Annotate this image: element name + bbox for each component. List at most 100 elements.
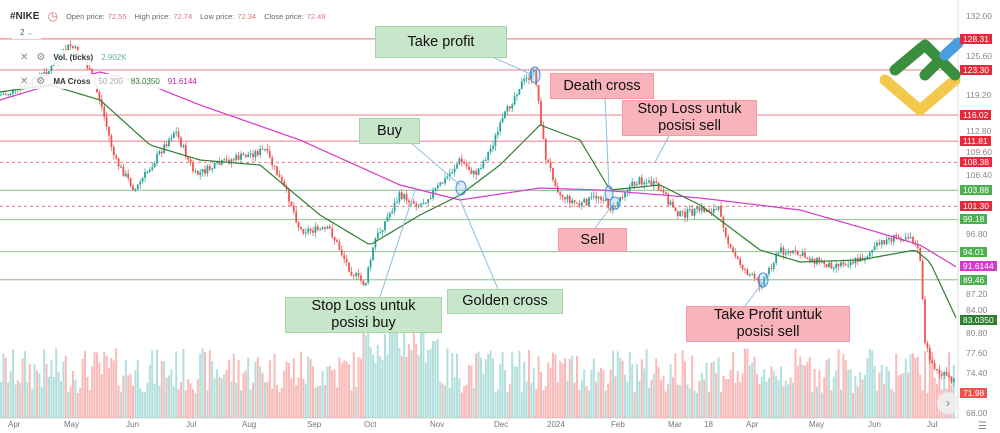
candle	[943, 372, 946, 376]
candle	[415, 203, 418, 207]
candle	[698, 207, 701, 211]
volume-bar	[292, 358, 295, 418]
candle	[736, 256, 739, 260]
volume-bar	[736, 370, 739, 418]
candle	[897, 236, 900, 238]
volume-bar	[499, 364, 502, 418]
close-value: 72.49	[306, 11, 326, 21]
candle	[444, 178, 446, 184]
candle	[211, 168, 214, 170]
time-tick: Jul	[927, 420, 938, 429]
volume-bar	[220, 378, 223, 418]
volume-bar	[902, 372, 905, 418]
candle	[446, 176, 449, 179]
candle	[182, 145, 185, 147]
volume-bar	[331, 370, 334, 418]
volume-bar	[127, 375, 130, 418]
candle	[952, 378, 955, 382]
candle	[201, 169, 204, 173]
volume-bar	[626, 381, 629, 418]
close-icon[interactable]: ✕	[20, 52, 29, 63]
volume-bar	[184, 390, 187, 418]
volume-bar	[410, 349, 413, 418]
candle	[672, 201, 674, 208]
price-tick: 68.00	[966, 408, 988, 418]
volume-bar	[134, 370, 137, 418]
volume-bar	[799, 356, 802, 418]
candle	[708, 209, 710, 212]
candle	[828, 262, 830, 268]
connector-golden-cross	[457, 194, 499, 290]
volume-bar	[796, 365, 799, 418]
volume-bar	[273, 353, 276, 418]
clock-icon[interactable]: ◷	[47, 9, 58, 23]
volume-bar	[12, 349, 14, 418]
candle	[456, 164, 458, 169]
candle	[417, 205, 420, 207]
candle	[777, 252, 780, 254]
volume-bar	[295, 385, 298, 418]
candle	[792, 250, 794, 254]
candle	[873, 246, 876, 251]
candle	[912, 236, 914, 244]
candle	[369, 260, 372, 268]
volume-bar	[364, 335, 367, 418]
candle	[108, 126, 110, 136]
symbol-header: #NIKE ◷ Open price: 72.55 High price: 72.7…	[10, 9, 326, 23]
scroll-right-button[interactable]: ›	[937, 392, 959, 414]
volume-bar	[139, 388, 142, 418]
close-icon[interactable]: ✕	[20, 76, 29, 87]
volume-bar	[540, 372, 542, 418]
candle	[823, 260, 826, 265]
candle	[422, 203, 425, 205]
candle	[796, 250, 799, 255]
volume-bar	[888, 371, 890, 418]
candle	[336, 240, 338, 242]
ma-slow-value: 91.6144	[167, 77, 197, 86]
volume-bar	[120, 392, 122, 418]
candle	[852, 261, 854, 264]
time-tick: Nov	[430, 420, 445, 429]
volume-bar	[662, 375, 665, 418]
candle	[780, 247, 782, 253]
volume-bar	[561, 363, 564, 418]
price-tick: 87.20	[966, 289, 988, 299]
volume-bar	[189, 383, 192, 418]
volume-bar	[115, 348, 118, 418]
volume-bar	[225, 369, 228, 418]
volume-bar	[691, 355, 694, 418]
volume-bar	[482, 373, 485, 418]
volume-bar	[91, 365, 94, 418]
volume-bar	[391, 330, 394, 418]
candle	[573, 200, 576, 203]
volume-bar	[165, 377, 168, 418]
volume-bar	[720, 392, 722, 418]
candle	[88, 68, 91, 70]
volume-bar	[158, 385, 161, 418]
candle	[98, 92, 101, 100]
volume-bar	[208, 350, 211, 418]
volume-bar	[924, 350, 926, 418]
low-label: Low price:	[200, 11, 235, 21]
volume-bar	[420, 320, 422, 418]
volume-bar	[43, 349, 46, 418]
volume-bar	[124, 359, 127, 418]
volume-bar	[340, 363, 343, 418]
candle	[624, 192, 626, 198]
volume-bar	[777, 380, 780, 418]
settings-sliders-icon[interactable]: ☰	[978, 421, 987, 432]
interval-select[interactable]: 2 ⌄	[12, 26, 42, 39]
candle	[489, 148, 492, 152]
gear-icon[interactable]: ⚙	[36, 52, 46, 63]
candle	[230, 159, 233, 164]
volume-bar	[201, 348, 204, 418]
volume-bar	[81, 358, 84, 418]
gear-icon[interactable]: ⚙	[36, 76, 46, 87]
candle	[136, 184, 139, 190]
candle	[880, 240, 883, 245]
candle	[105, 116, 108, 127]
volume-bar	[722, 375, 725, 418]
volume-bar	[696, 392, 698, 418]
candle	[240, 153, 242, 160]
